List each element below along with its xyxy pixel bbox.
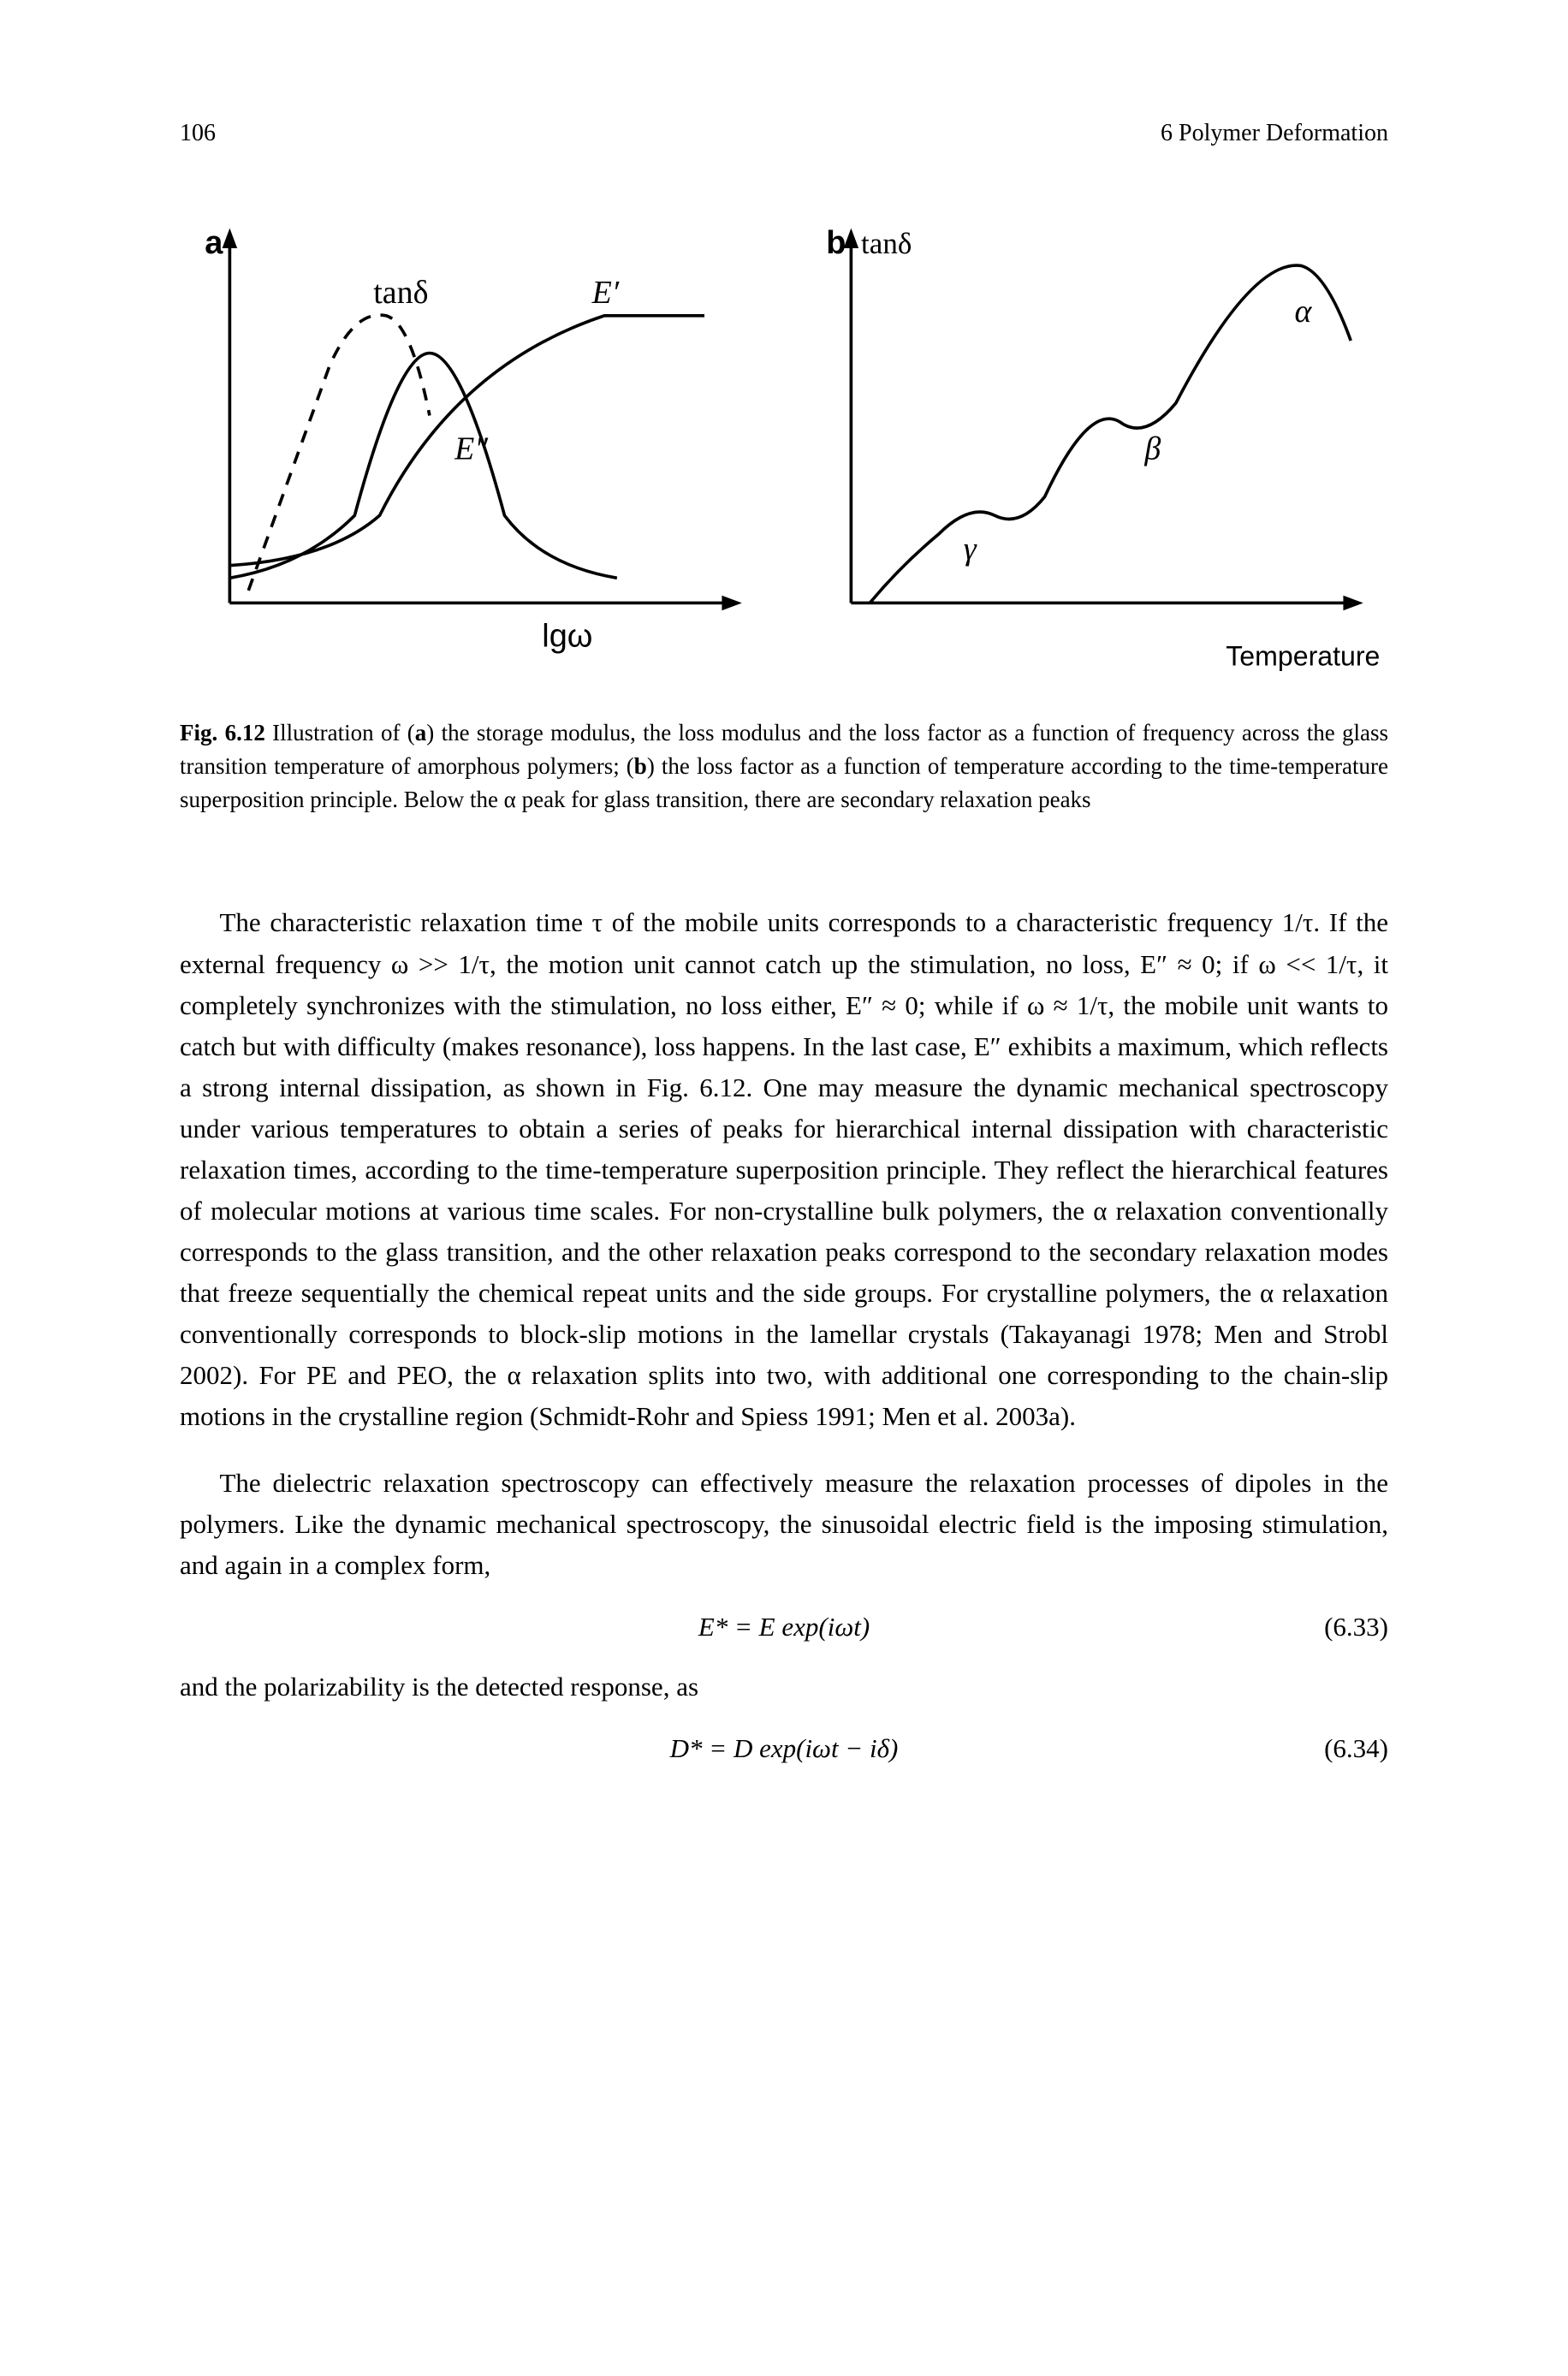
equation-1-number: (6.33) xyxy=(1324,1612,1388,1642)
panel-label-b: b xyxy=(826,225,846,261)
equation-2-formula: D* = D exp(iωt − iδ) xyxy=(670,1733,899,1764)
label-e-double-prime: E″ xyxy=(454,431,489,467)
equation-2-number: (6.34) xyxy=(1324,1733,1388,1764)
caption-part-1: a xyxy=(415,720,427,745)
equation-2-row: D* = D exp(iωt − iδ) (6.34) xyxy=(180,1733,1388,1764)
curve-tan-delta-b xyxy=(870,265,1351,603)
figures-container: a tanδ E′ E″ lgω b tanδ γ β α Temperatur… xyxy=(180,216,1388,682)
y-axis-label-b: tanδ xyxy=(861,227,912,260)
label-tan-delta: tanδ xyxy=(373,275,428,311)
figure-label: Fig. 6.12 xyxy=(180,720,265,745)
equation-1-formula: E* = E exp(iωt) xyxy=(698,1612,870,1642)
caption-part-3: b xyxy=(634,753,647,779)
label-e-prime: E′ xyxy=(591,275,620,311)
figure-panel-a: a tanδ E′ E″ lgω xyxy=(180,216,767,682)
page-number: 106 xyxy=(180,120,216,147)
panel-label-a: a xyxy=(205,225,223,261)
x-axis-arrow xyxy=(722,596,741,611)
paragraph-2: The dielectric relaxation spectroscopy c… xyxy=(180,1463,1388,1586)
paragraph-3: and the polarizability is the detected r… xyxy=(180,1666,1388,1708)
x-axis-label-a: lgω xyxy=(542,619,592,655)
paragraph-1: The characteristic relaxation time τ of … xyxy=(180,902,1388,1437)
page-header: 106 6 Polymer Deformation xyxy=(180,120,1388,147)
x-axis-label-b: Temperature xyxy=(1226,640,1380,671)
curve-e-double-prime xyxy=(229,353,616,579)
chart-a-svg: a tanδ E′ E″ lgω xyxy=(180,216,767,678)
x-axis-arrow-b xyxy=(1343,596,1363,611)
chapter-label: 6 Polymer Deformation xyxy=(1161,120,1388,147)
peak-label-alpha: α xyxy=(1295,294,1313,330)
equation-1-row: E* = E exp(iωt) (6.33) xyxy=(180,1612,1388,1642)
peak-label-beta: β xyxy=(1143,431,1161,467)
curve-tan-delta xyxy=(248,315,430,591)
caption-part-0: Illustration of ( xyxy=(265,720,415,745)
y-axis-arrow xyxy=(223,229,238,248)
chart-b-svg: b tanδ γ β α Temperature xyxy=(801,216,1388,678)
peak-label-gamma: γ xyxy=(964,531,977,567)
figure-panel-b: b tanδ γ β α Temperature xyxy=(801,216,1388,682)
figure-caption: Fig. 6.12 Illustration of (a) the storag… xyxy=(180,716,1388,817)
